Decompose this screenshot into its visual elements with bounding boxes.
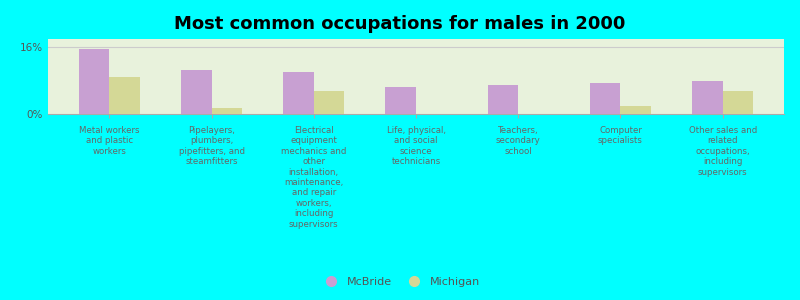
Bar (110, 76, 140, 114)
Text: Life, physical,
and social
science
technicians: Life, physical, and social science techn… (386, 126, 446, 166)
Text: Most common occupations for males in 2000: Most common occupations for males in 200… (174, 15, 626, 33)
Legend: McBride, Michigan: McBride, Michigan (316, 273, 484, 291)
Bar (590, 83, 621, 114)
Bar (283, 72, 314, 114)
Bar (722, 91, 754, 114)
Text: Teachers,
secondary
school: Teachers, secondary school (496, 126, 541, 156)
Text: Other sales and
related
occupations,
including
supervisors: Other sales and related occupations, inc… (689, 126, 757, 177)
Bar (211, 108, 242, 114)
Bar (386, 87, 416, 114)
Text: Computer
specialists: Computer specialists (598, 126, 643, 146)
Bar (487, 85, 518, 114)
Bar (621, 106, 651, 114)
Bar (181, 70, 211, 114)
Bar (692, 81, 722, 114)
Bar (78, 50, 110, 114)
Text: Electrical
equipment
mechanics and
other
installation,
maintenance,
and repair
w: Electrical equipment mechanics and other… (281, 126, 346, 229)
Text: Metal workers
and plastic
workers: Metal workers and plastic workers (79, 126, 139, 156)
Bar (314, 91, 345, 114)
Text: Pipelayers,
plumbers,
pipefitters, and
steamfitters: Pipelayers, plumbers, pipefitters, and s… (178, 126, 245, 166)
